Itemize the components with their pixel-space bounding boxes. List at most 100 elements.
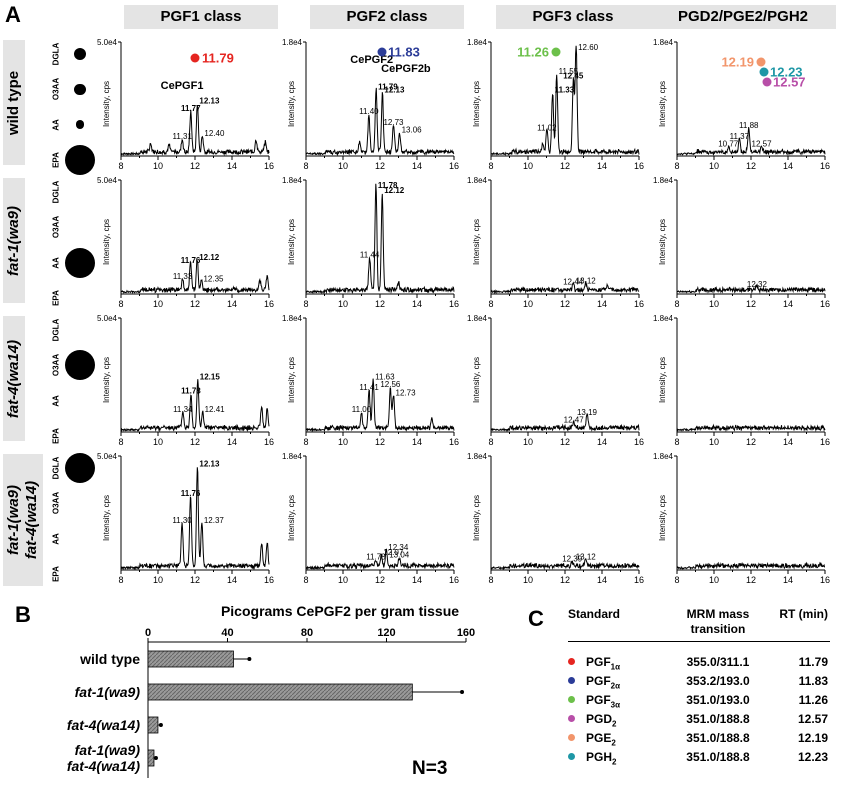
x-tick-label: 12	[746, 575, 756, 585]
fatty-acid-dot-dgla	[65, 453, 95, 483]
x-tick-label: 8	[488, 299, 493, 309]
y-axis-label: Intensity, cps	[658, 495, 667, 541]
y-axis-label: Intensity, cps	[472, 495, 481, 541]
standard-color-dot	[568, 677, 575, 684]
x-tick-label: 10	[709, 161, 719, 171]
y-max-label: 1.8e4	[653, 452, 674, 461]
peak-label: 11.44	[360, 251, 380, 260]
x-tick-label: 10	[153, 299, 163, 309]
y-max-label: 1.8e4	[282, 452, 303, 461]
trace-line	[120, 379, 270, 433]
standard-dot	[190, 53, 200, 63]
error-bar-cap	[153, 756, 158, 760]
x-tick-label: 80	[301, 627, 313, 639]
x-tick-label: 10	[523, 575, 533, 585]
x-tick-label: 12	[746, 299, 756, 309]
row-label-double: fat-1(wa9) fat-4(wa14)	[3, 454, 43, 586]
peak-label: 12.41	[205, 405, 226, 414]
x-tick-label: 12	[190, 575, 200, 585]
panel-c-letter: C	[528, 606, 544, 631]
table-row: PGH2 351.0/188.8 12.23	[568, 748, 830, 766]
y-max-label: 5.0e4	[97, 314, 118, 323]
y-axis-label: Intensity, cps	[472, 219, 481, 265]
chromatogram-r3-c1: 8 10 12 14 16 1.8e4 Intensity, cps 11.7812.0712…	[282, 452, 459, 585]
standard-rt-label: 12.19	[721, 55, 754, 70]
peak-label: 11.78	[181, 386, 201, 395]
x-tick-label: 10	[709, 575, 719, 585]
x-tick-label: 8	[674, 161, 679, 171]
peak-label: 11.34	[173, 405, 193, 414]
x-tick-label: 16	[449, 299, 459, 309]
x-tick-label: 16	[634, 437, 644, 447]
peak-label: 12.44	[563, 278, 584, 287]
x-tick-label: 8	[674, 575, 679, 585]
table-header-standard: Standard	[568, 607, 621, 621]
x-tick-label: 14	[783, 161, 793, 171]
x-tick-label: 10	[153, 161, 163, 171]
x-tick-label: 12	[190, 437, 200, 447]
x-tick-label: 12	[560, 161, 570, 171]
x-tick-label: 16	[820, 299, 830, 309]
row-label-fat4: fat-4(wa14)	[3, 316, 25, 441]
x-tick-label: 14	[597, 437, 607, 447]
standard-name: PGD2	[586, 712, 617, 729]
y-axis-label: Intensity, cps	[287, 357, 296, 403]
standard-name: PGE2	[586, 731, 616, 748]
y-axis-label: Intensity, cps	[287, 495, 296, 541]
peak-label: 12.34	[388, 543, 409, 552]
peak-label: 11.30	[172, 516, 192, 525]
x-tick-label: 16	[820, 161, 830, 171]
x-tick-label: 16	[264, 437, 274, 447]
x-tick-label: 8	[674, 299, 679, 309]
fatty-acid-dot-aa	[65, 247, 95, 278]
standard-color-dot	[568, 696, 575, 703]
x-tick-label: 10	[338, 575, 348, 585]
peak-label: 12.39	[562, 555, 583, 564]
y-axis-label: Intensity, cps	[287, 219, 296, 265]
peak-label: 12.07	[383, 548, 404, 557]
x-tick-label: 8	[303, 575, 308, 585]
x-tick-label: 8	[303, 299, 308, 309]
y-max-label: 1.8e4	[653, 176, 674, 185]
mrm-transition: 351.0/193.0	[686, 693, 750, 707]
x-tick-label: 16	[634, 161, 644, 171]
table-row: PGF3α 351.0/193.0 11.26	[568, 691, 830, 709]
y-max-label: 5.0e4	[97, 176, 118, 185]
x-tick-label: 12	[190, 161, 200, 171]
n-label: N=3	[412, 758, 448, 779]
x-tick-label: 16	[449, 437, 459, 447]
peak-label: 11.55	[559, 67, 579, 76]
table-row: PGE2 351.0/188.8 12.19	[568, 729, 830, 747]
peak-label: 13.06	[402, 126, 423, 135]
x-tick-label: 14	[783, 575, 793, 585]
column-header-pgf3: PGF3 class	[496, 5, 650, 29]
standard-name: PGF2α	[586, 674, 621, 691]
trace-line	[490, 45, 640, 156]
x-tick-label: 16	[264, 161, 274, 171]
x-tick-label: 12	[746, 161, 756, 171]
standard-name: PGF1α	[586, 655, 621, 672]
peak-label: 11.31	[173, 132, 193, 141]
peak-label: 11.78	[366, 553, 386, 562]
trace-line	[490, 413, 640, 432]
retention-time: 11.26	[798, 693, 828, 707]
trace-line	[120, 105, 270, 157]
standard-color-dot	[568, 753, 575, 760]
y-axis-label: Intensity, cps	[102, 219, 111, 265]
x-tick-label: 10	[523, 437, 533, 447]
x-tick-label: 14	[412, 575, 422, 585]
retention-time: 11.79	[798, 655, 828, 669]
peak-label: 12.47	[564, 416, 585, 425]
fatty-acid-dot-epa	[65, 145, 95, 175]
y-axis-label: Intensity, cps	[472, 81, 481, 127]
x-tick-label: 12	[560, 299, 570, 309]
x-tick-label: 8	[674, 437, 679, 447]
x-tick-label: 16	[449, 161, 459, 171]
trace-line	[490, 558, 640, 571]
x-tick-label: 16	[264, 575, 274, 585]
peak-label: 11.37	[730, 132, 750, 141]
trace-line	[676, 283, 826, 294]
